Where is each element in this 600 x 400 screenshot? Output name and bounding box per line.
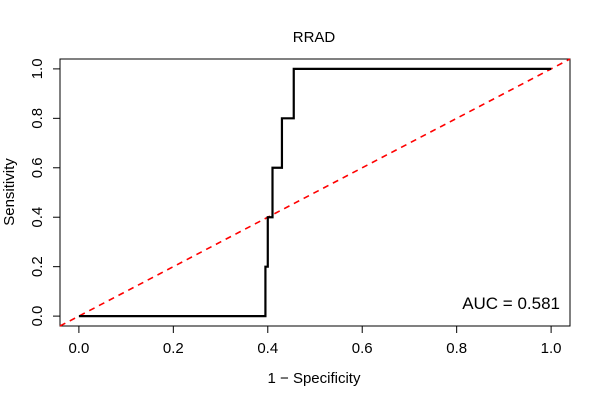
x-tick-label: 0.2 xyxy=(163,340,184,357)
y-axis-label: Sensitivity xyxy=(1,158,18,226)
x-axis: 0.0 0.2 0.4 0.6 0.8 1.0 xyxy=(68,325,562,357)
y-tick-label: 0.0 xyxy=(29,306,46,327)
y-tick-label: 0.4 xyxy=(29,207,46,228)
auc-annotation: AUC = 0.581 xyxy=(462,294,560,313)
chart-title: RRAD xyxy=(293,29,336,46)
x-tick-label: 0.6 xyxy=(352,340,373,357)
x-tick-label: 0.4 xyxy=(257,340,278,357)
series-layer xyxy=(59,58,571,327)
x-tick-label: 0.0 xyxy=(68,340,89,357)
x-tick-label: 1.0 xyxy=(541,340,562,357)
y-tick-label: 0.2 xyxy=(29,256,46,277)
x-axis-label: 1 − Specificity xyxy=(268,370,361,387)
x-tick-label: 0.8 xyxy=(446,340,467,357)
reference-diagonal-line xyxy=(59,58,571,327)
roc-curve-line xyxy=(78,67,552,318)
y-tick-label: 0.8 xyxy=(29,108,46,129)
y-axis: 0.0 0.2 0.4 0.6 0.8 1.0 xyxy=(29,58,61,327)
y-tick-label: 0.6 xyxy=(29,157,46,178)
y-tick-label: 1.0 xyxy=(29,58,46,79)
